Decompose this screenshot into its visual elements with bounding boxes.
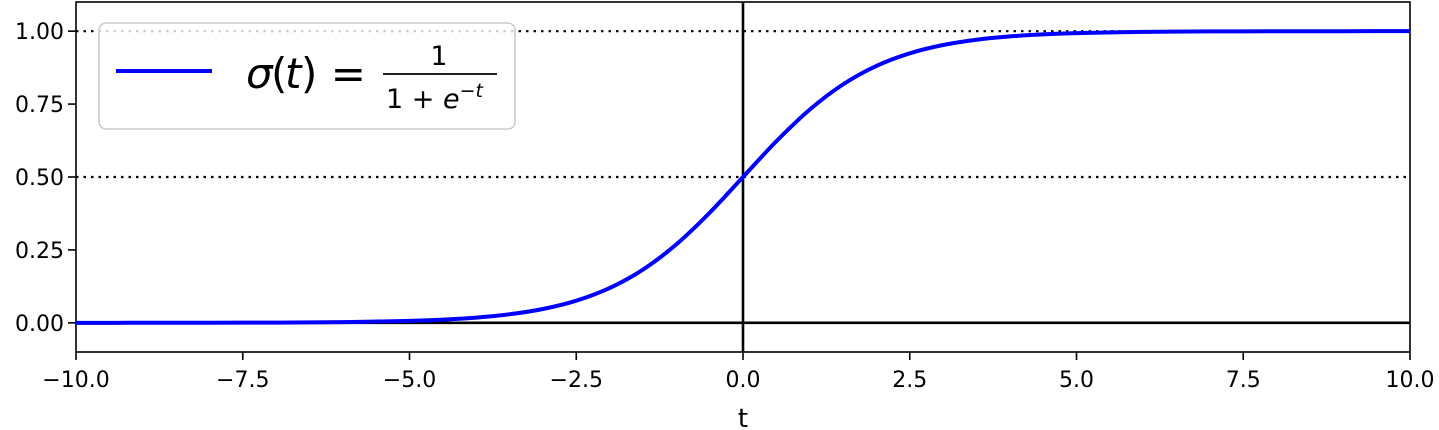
svg-text:t: t — [285, 49, 303, 98]
x-tick-label: −7.5 — [216, 368, 269, 393]
y-tick-label: 0.75 — [15, 93, 64, 118]
legend-box — [98, 22, 516, 130]
x-tick-label: 5.0 — [1059, 368, 1094, 393]
series-layer — [75, 29, 1411, 325]
x-tick-label: −5.0 — [383, 368, 436, 393]
y-tick-label: 0.00 — [15, 312, 64, 337]
y-tick-label: 0.25 — [15, 239, 64, 264]
x-axis-label: t — [738, 404, 748, 430]
series-line-0 — [75, 29, 1411, 325]
x-tick-label: −10.0 — [42, 368, 109, 393]
svg-text:(: ( — [271, 49, 287, 98]
y-axis-ticks: 0.00 0.25 0.50 0.75 1.00 — [15, 20, 76, 337]
x-tick-label: 0.0 — [726, 368, 761, 393]
x-tick-label: −2.5 — [550, 368, 603, 393]
svg-text:) =: ) = — [301, 49, 366, 98]
y-tick-label: 1.00 — [15, 20, 64, 45]
x-axis-ticks: −10.0 −7.5 −5.0 −2.5 0.0 2.5 5.0 7.5 10.0 — [42, 352, 1434, 393]
y-tick-label: 0.50 — [15, 166, 64, 191]
svg-text:σ: σ — [246, 49, 274, 98]
x-tick-label: 10.0 — [1386, 368, 1435, 393]
x-tick-label: 2.5 — [892, 368, 927, 393]
x-tick-label: 7.5 — [1226, 368, 1261, 393]
legend: σ ( t ) = 1 1 + e−t — [98, 22, 516, 130]
svg-text:1: 1 — [430, 41, 447, 72]
